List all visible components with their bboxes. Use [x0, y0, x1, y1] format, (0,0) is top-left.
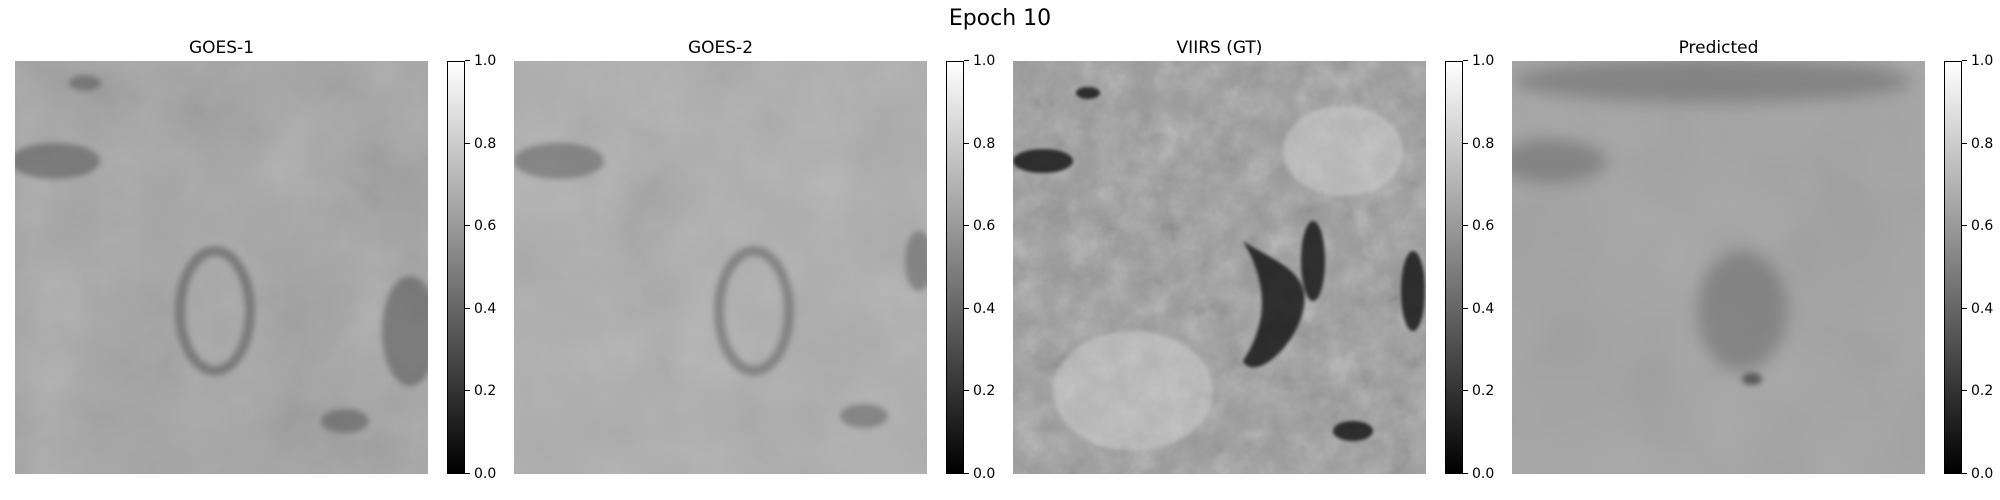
colorbar-tick: 0.2	[964, 383, 1010, 399]
colorbar	[1445, 61, 1463, 474]
colorbar-tick: 0.4	[1463, 301, 1509, 317]
colorbar-tick: 0.6	[465, 218, 511, 234]
image-viirs-gt	[1013, 61, 1426, 474]
colorbar-tick: 1.0	[1962, 53, 2000, 69]
colorbar-tick: 0.2	[1962, 383, 2000, 399]
colorbar-tick: 0.0	[1962, 466, 2000, 482]
colorbar-tick: 0.6	[964, 218, 1010, 234]
panel-title: GOES-1	[188, 38, 255, 58]
panel-predicted: Predicted 0.0 0.2 0.4 0.6 0.8 1.0	[1512, 0, 2000, 500]
image-predicted	[1512, 61, 1925, 474]
colorbar-tick: 0.2	[465, 383, 511, 399]
panel-title: GOES-2	[687, 38, 754, 58]
panel-viirs-gt: VIIRS (GT)	[1013, 0, 1513, 500]
colorbar	[946, 61, 964, 474]
colorbar-tick: 0.0	[465, 466, 511, 482]
image-goes-1	[15, 61, 428, 474]
colorbar-tick: 0.4	[1962, 301, 2000, 317]
colorbar-tick: 1.0	[964, 53, 1010, 69]
colorbar-tick: 0.4	[465, 301, 511, 317]
colorbar-tick: 1.0	[1463, 53, 1509, 69]
figure-title: Epoch 10	[948, 6, 1052, 31]
colorbar-tick: 0.8	[964, 136, 1010, 152]
colorbar-tick: 0.8	[1463, 136, 1509, 152]
colorbar	[1944, 61, 1962, 474]
colorbar-tick: 0.0	[1463, 466, 1509, 482]
colorbar-tick: 1.0	[465, 53, 511, 69]
colorbar-tick: 0.4	[964, 301, 1010, 317]
panel-goes-2: GOES-2 0.0 0.2 0.4 0.6 0.8 1.0	[514, 0, 1014, 500]
colorbar-tick: 0.6	[1463, 218, 1509, 234]
image-goes-2	[514, 61, 927, 474]
panel-title: VIIRS (GT)	[1176, 38, 1263, 58]
panel-goes-1: GOES-1 0.0 0.2 0.4 0.6 0.8 1.0	[15, 0, 515, 500]
colorbar-tick: 0.0	[964, 466, 1010, 482]
colorbar-tick: 0.8	[1962, 136, 2000, 152]
colorbar-tick: 0.8	[465, 136, 511, 152]
colorbar-tick: 0.6	[1962, 218, 2000, 234]
panel-title: Predicted	[1678, 38, 1759, 58]
colorbar-tick: 0.2	[1463, 383, 1509, 399]
colorbar	[447, 61, 465, 474]
